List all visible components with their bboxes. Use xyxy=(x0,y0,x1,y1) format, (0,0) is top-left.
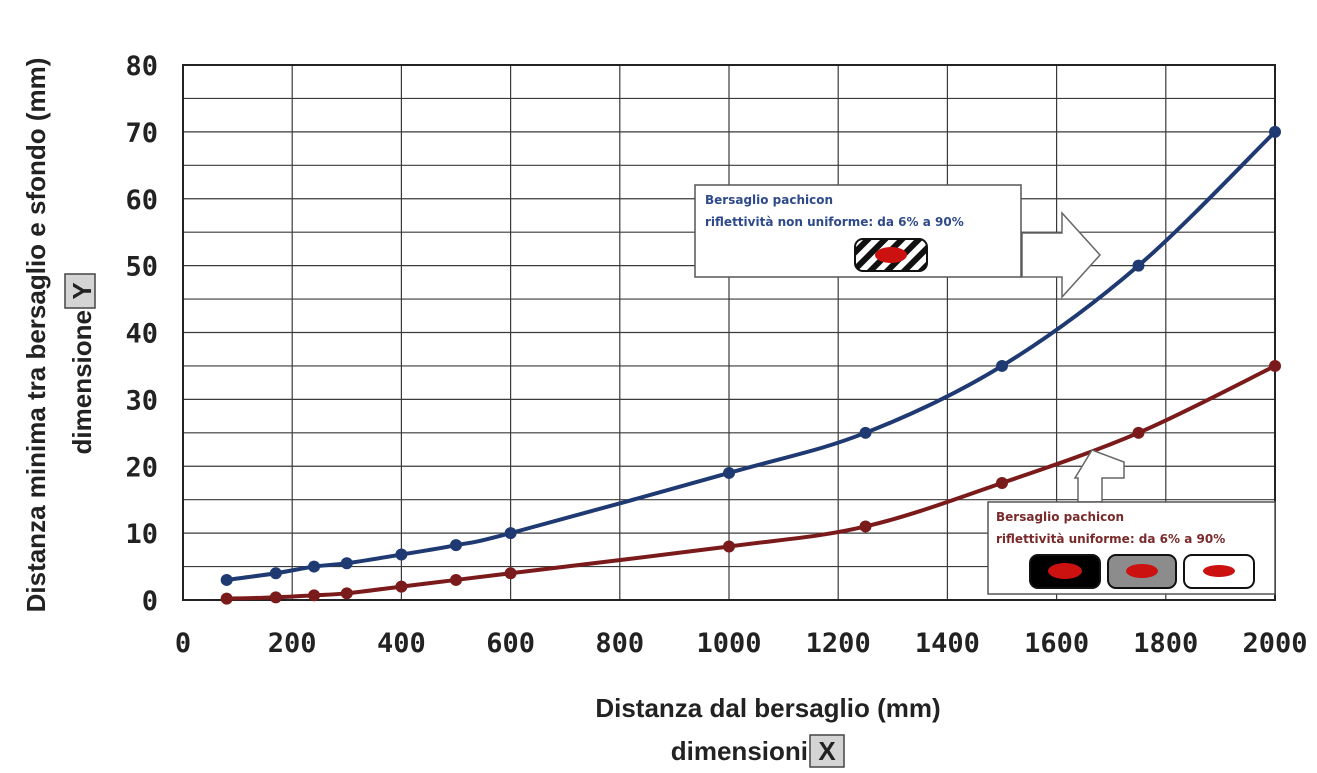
data-point xyxy=(1132,259,1145,272)
annotation-line1: Bersaglio pachicon xyxy=(996,510,1124,524)
y-tick-label: 60 xyxy=(125,185,158,216)
y-tick-label: 30 xyxy=(125,385,158,416)
data-point xyxy=(308,560,321,573)
annotation-line1: Bersaglio pachicon xyxy=(705,193,833,207)
data-point xyxy=(220,592,233,605)
data-point xyxy=(996,359,1008,372)
x-tick-label: 2000 xyxy=(1242,628,1307,659)
y-tick-label: 80 xyxy=(125,51,158,82)
plot-border xyxy=(182,64,1276,601)
annotation-line2: riflettività uniforme: da 6% a 90% xyxy=(996,532,1225,546)
data-point xyxy=(340,587,353,600)
x-tick-labels: 0 200 400 600 800 1000 1200 1400 1600 1800 2000 xyxy=(175,628,1308,659)
annotation-arrow-right xyxy=(1021,211,1102,299)
x-tick-label: 800 xyxy=(595,628,644,659)
y-dimension-box xyxy=(64,273,96,309)
annotation-line2: riflettività non uniforme: da 6% a 90% xyxy=(705,215,964,229)
x-tick-label: 200 xyxy=(268,628,317,659)
y-tick-label: 40 xyxy=(125,319,158,350)
data-point xyxy=(504,527,517,540)
x-tick-label: 400 xyxy=(377,628,426,659)
data-point xyxy=(308,589,321,602)
y-axis-title: Distanza minima tra bersaglio e sfondo (… xyxy=(21,58,97,613)
data-point xyxy=(1269,125,1281,138)
series-line xyxy=(226,364,1276,601)
y-dimension-prefix: dimensione xyxy=(67,310,97,454)
x-axis-title: Distanza dal bersaglio (mm) dimensioni X xyxy=(595,693,941,768)
data-point xyxy=(859,426,872,439)
data-point xyxy=(395,580,408,593)
gray-target-icon xyxy=(1107,554,1177,589)
white-target-icon xyxy=(1183,554,1255,589)
data-point xyxy=(504,567,517,580)
y-axis-label: Distanza minima tra bersaglio e sfondo (… xyxy=(21,58,51,613)
x-tick-label: 1800 xyxy=(1133,628,1198,659)
series-line xyxy=(226,130,1277,582)
data-point xyxy=(450,573,462,586)
annotation-arrow-up xyxy=(1073,449,1125,503)
data-point xyxy=(220,573,233,586)
x-dimension-letter: X xyxy=(818,736,836,766)
y-tick-label: 50 xyxy=(125,252,158,283)
data-point xyxy=(340,557,353,570)
x-tick-label: 1600 xyxy=(1024,628,1089,659)
series-1 xyxy=(220,125,1281,586)
data-point xyxy=(395,548,408,561)
data-point xyxy=(1132,426,1145,439)
series-lines xyxy=(220,125,1281,605)
data-point xyxy=(859,520,872,533)
x-tick-label: 1400 xyxy=(915,628,980,659)
x-tick-label: 1000 xyxy=(696,628,761,659)
y-tick-label: 20 xyxy=(125,452,158,483)
data-point xyxy=(723,540,735,553)
data-point xyxy=(450,539,462,552)
y-dimension-letter: Y xyxy=(67,282,97,299)
y-tick-labels: 0 10 20 30 40 50 60 70 80 xyxy=(125,51,158,617)
x-dimension-box xyxy=(809,734,845,768)
y-tick-label: 10 xyxy=(125,519,158,550)
x-tick-label: 1200 xyxy=(806,628,871,659)
annotation-nonuniform: Bersaglio pachicon riflettività non unif… xyxy=(694,184,1102,299)
data-point xyxy=(723,466,735,479)
x-dimension-prefix: dimensioni xyxy=(671,736,808,766)
x-axis-label: Distanza dal bersaglio (mm) xyxy=(595,693,940,723)
x-tick-label: 600 xyxy=(486,628,535,659)
data-point xyxy=(269,567,282,580)
black-target-icon xyxy=(1029,554,1101,589)
annotation-uniform: Bersaglio pachicon riflettività uniforme… xyxy=(987,449,1276,595)
x-tick-label: 0 xyxy=(175,628,191,659)
striped-target-icon xyxy=(854,238,928,272)
y-tick-label: 70 xyxy=(125,118,158,149)
data-point xyxy=(1269,359,1281,372)
series-2 xyxy=(220,359,1281,605)
data-point xyxy=(996,476,1008,489)
y-dimension-label: dimensione Y xyxy=(64,273,97,454)
y-tick-label: 0 xyxy=(142,586,158,617)
data-point xyxy=(269,591,282,604)
